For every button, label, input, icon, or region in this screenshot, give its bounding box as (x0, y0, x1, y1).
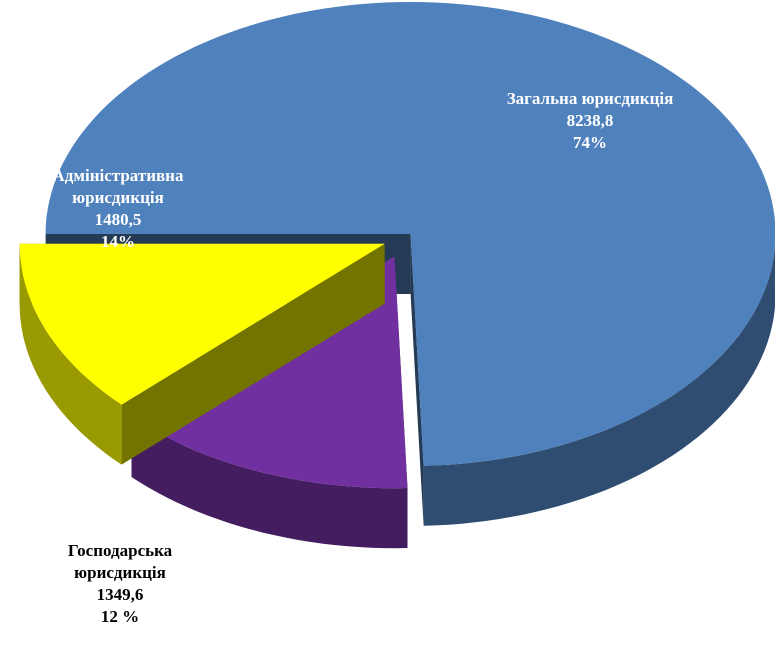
category-label: Адміністративна юрисдикція (52, 166, 184, 207)
slice-side (131, 417, 408, 549)
slice-side (423, 246, 775, 526)
slice-wall (410, 234, 424, 526)
value-label: 1349,6 (96, 585, 144, 604)
slice-label: Господарська юрисдикція 1349,6 12 % (20, 540, 220, 628)
value-label: 1480,5 (94, 210, 142, 229)
slice-label: Адміністративна юрисдикція 1480,5 14% (44, 165, 192, 253)
percent-label: 74% (573, 133, 607, 152)
value-label: 8238,8 (566, 111, 614, 130)
percent-label: 12 % (100, 607, 140, 626)
slice-label: Загальна юрисдикція 8238,8 74% (500, 88, 680, 154)
slice-side (19, 243, 122, 465)
slice (19, 243, 385, 405)
category-label: Господарська юрисдикція (67, 541, 173, 582)
category-label: Загальна юрисдикція (506, 89, 674, 108)
slice (45, 2, 775, 466)
percent-label: 14% (101, 232, 135, 251)
